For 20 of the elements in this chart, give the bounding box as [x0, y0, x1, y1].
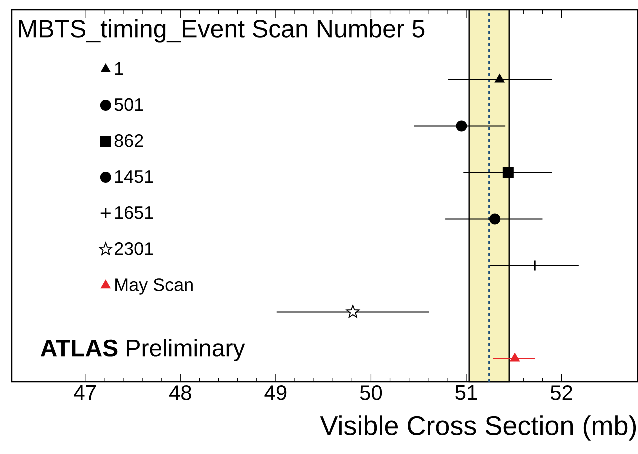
chart-title: MBTS_timing_Event Scan Number 5 — [19, 19, 425, 43]
legend-label: 501 — [114, 98, 144, 112]
x-tick-label: 47 — [74, 386, 96, 400]
legend-label: 1651 — [115, 206, 154, 220]
point — [346, 305, 360, 318]
legend-label: 862 — [114, 134, 144, 148]
legend-label: May Scan — [116, 278, 193, 295]
point — [510, 353, 520, 362]
point — [456, 120, 468, 132]
legend-label: 1 — [115, 62, 124, 75]
x-tick-label: 48 — [169, 386, 192, 400]
x-tick-label: 51 — [456, 386, 478, 400]
point — [529, 260, 541, 272]
x-axis-title: Visible Cross Section (mb) — [320, 416, 636, 441]
legend-label: 1451 — [115, 170, 154, 184]
x-tick-label: 49 — [264, 386, 287, 400]
x-tick-label: 50 — [360, 386, 382, 400]
x-tick-label: 52 — [550, 386, 572, 400]
annotation: ATLAS Preliminary — [40, 339, 246, 362]
legend-label: 2301 — [114, 242, 154, 256]
